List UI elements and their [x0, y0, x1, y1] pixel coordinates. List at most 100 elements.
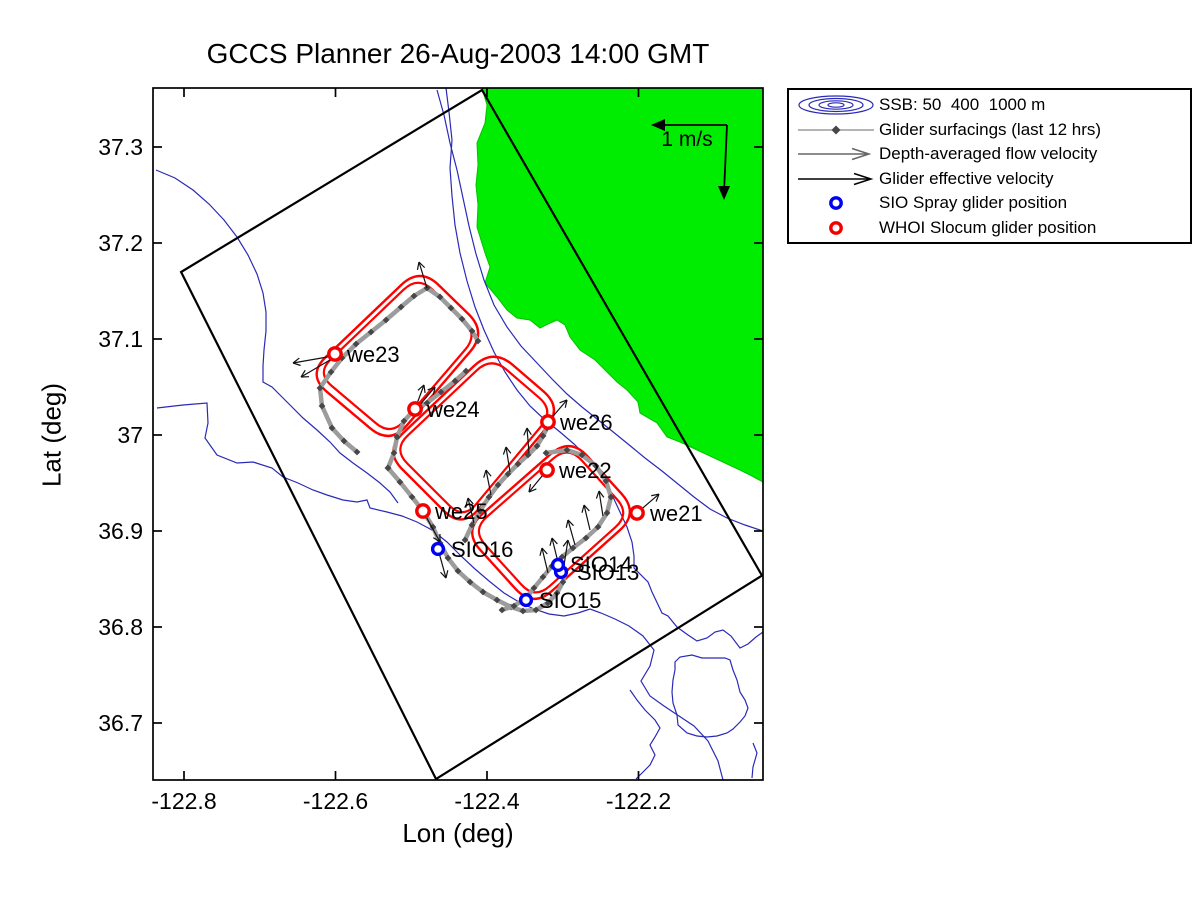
- survey-region-outline: [179, 88, 763, 780]
- surfacing-diamond: [390, 449, 398, 457]
- surfacing-diamond: [498, 606, 506, 614]
- glider-surfacing-icon: [793, 119, 879, 141]
- surfacing-diamond: [462, 367, 470, 375]
- glider-surfacing-tracks: [316, 284, 615, 615]
- surfacing-diamond: [539, 432, 547, 440]
- surfacing-diamond: [530, 584, 538, 592]
- surfacing-diamond: [592, 462, 600, 470]
- velocity-arrow: [292, 355, 334, 367]
- glider-label-we23: we23: [346, 342, 400, 367]
- x-tick-label: -122.6: [303, 788, 368, 814]
- effective-velocity-arrow-icon: [793, 168, 879, 190]
- glider-label-we21: we21: [649, 501, 703, 526]
- surfacing-diamond: [437, 388, 445, 396]
- glider-label-we22: we22: [558, 458, 612, 483]
- velocity-arrow: [562, 539, 572, 566]
- surfacing-diamond: [408, 493, 416, 501]
- glider-marker-SIO14: [550, 557, 566, 573]
- glider-marker-we26: [540, 414, 556, 430]
- surfacing-diamond: [602, 477, 610, 485]
- surfacing-diamond: [444, 554, 452, 562]
- surfacing-diamond: [539, 573, 547, 581]
- x-tick-label: -122.2: [606, 788, 671, 814]
- contour-line: [436, 89, 763, 532]
- surfacing-diamond: [563, 446, 571, 454]
- velocity-arrow: [581, 504, 591, 531]
- planned-track-outline: [471, 444, 631, 601]
- surfacing-diamond: [485, 493, 493, 501]
- land-polygon: [475, 88, 763, 483]
- surfacing-diamond: [519, 607, 527, 615]
- x-tick-label: -122.8: [151, 788, 216, 814]
- surfacing-diamond: [474, 337, 482, 345]
- slocum-marker-icon: [793, 217, 879, 239]
- glider-marker-we23: [327, 346, 343, 362]
- ssb-contours-icon: [793, 94, 879, 116]
- glider-marker-we22: [539, 462, 555, 478]
- plot-border: [152, 87, 764, 781]
- legend-label: Glider surfacings (last 12 hrs): [879, 119, 1102, 139]
- survey-region-box: [179, 88, 763, 780]
- surfacing-diamond: [524, 451, 532, 459]
- scale-arrow-vertical: [723, 124, 728, 193]
- glider-label-SIO14: SIO14: [570, 552, 632, 577]
- surfacing-diamond: [318, 402, 326, 410]
- contour-loop: [671, 654, 749, 738]
- y-axis-label: Lat (deg): [36, 382, 67, 488]
- surfacing-diamond: [340, 437, 348, 445]
- surfacing-diamond: [504, 470, 512, 478]
- contour-line: [155, 169, 399, 504]
- surfacing-diamond: [327, 368, 335, 376]
- surfacing-diamond: [461, 536, 469, 544]
- y-tick-label: 36.8: [98, 614, 143, 640]
- surfacing-diamond: [458, 315, 466, 323]
- glider-track-line: [317, 285, 481, 455]
- surfacing-diamond: [447, 304, 455, 312]
- y-tick-label: 36.9: [98, 518, 143, 544]
- contour-line: [156, 402, 724, 780]
- glider-label-SIO13: SIO13: [577, 560, 639, 585]
- surfacing-diamond: [532, 606, 540, 614]
- surfacing-diamond: [603, 509, 611, 517]
- page-title: GCCS Planner 26-Aug-2003 14:00 GMT: [206, 38, 710, 69]
- surfacing-diamond: [466, 578, 474, 586]
- surfacing-diamond: [494, 481, 502, 489]
- surfacing-diamond: [451, 377, 459, 385]
- velocity-arrow: [595, 490, 605, 517]
- surfacing-diamond: [476, 507, 484, 515]
- x-tick-label: -122.4: [454, 788, 519, 814]
- velocity-arrows: [292, 261, 660, 579]
- y-tick-label: 37.1: [98, 326, 143, 352]
- axis-tick-marks: [153, 88, 763, 780]
- velocity-arrow: [483, 469, 492, 496]
- surfacing-diamond: [510, 602, 518, 610]
- x-axis-label: Lon (deg): [402, 818, 514, 848]
- legend-row-effective-velocity: Glider effective velocity: [793, 167, 1190, 192]
- surfacing-diamond: [468, 521, 476, 529]
- spray-marker-icon: [793, 192, 879, 214]
- surfacing-diamond: [533, 442, 541, 450]
- surfacing-diamond: [423, 399, 431, 407]
- surfacing-diamond: [397, 303, 405, 311]
- surfacing-diamond: [328, 424, 336, 432]
- surfacing-diamond: [553, 589, 561, 597]
- surfacing-diamond: [582, 534, 590, 542]
- velocity-arrow: [465, 497, 475, 524]
- surfacing-diamond: [353, 448, 361, 456]
- velocity-arrow: [416, 261, 428, 289]
- y-tick-label: 37.2: [98, 230, 143, 256]
- glider-label-SIO16: SIO16: [451, 537, 513, 562]
- planned-track-outline-inner: [477, 451, 625, 594]
- surfacing-diamond: [607, 493, 615, 501]
- surfacing-diamond: [400, 417, 408, 425]
- glider-label-SIO15: SIO15: [539, 588, 601, 613]
- planned-track-outline: [315, 274, 480, 438]
- legend-row-surfacings: Glider surfacings (last 12 hrs): [793, 118, 1190, 143]
- glider-marker-SIO15: [518, 592, 534, 608]
- velocity-arrow: [565, 519, 576, 546]
- surfacing-diamond: [393, 433, 401, 441]
- contour-line: [751, 742, 758, 779]
- legend-row-ssb: SSB: 50 400 1000 m: [793, 93, 1190, 118]
- surfacing-diamond: [382, 316, 390, 324]
